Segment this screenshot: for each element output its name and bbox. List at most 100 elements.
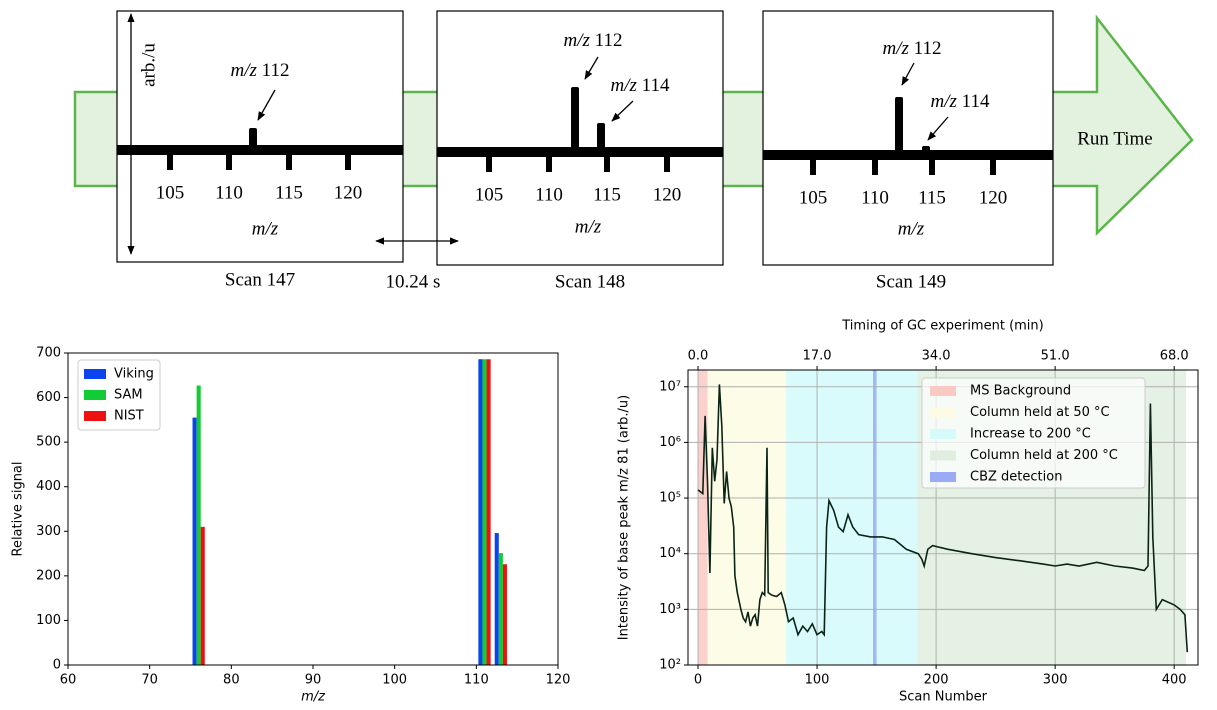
tick-dip (664, 152, 670, 172)
mass: 114 (642, 75, 670, 96)
scan-box (116, 10, 404, 263)
x-label: Scan Number (899, 690, 988, 705)
x-tick-label: 60 (60, 673, 77, 688)
peak (571, 87, 579, 152)
x-tick-label: 400 (1162, 673, 1187, 688)
tick-dip (810, 155, 816, 175)
tick-label: 115 (918, 187, 946, 208)
y-tick-label: 0 (53, 658, 61, 673)
legend-label: MS Background (970, 384, 1071, 399)
bar (498, 553, 503, 665)
ion: m/z (231, 60, 258, 81)
y-label: Relative signal (11, 461, 26, 556)
x-label: m/z (575, 216, 602, 237)
peak-arrow (257, 89, 276, 121)
scan-box (436, 10, 724, 266)
peak (249, 128, 257, 150)
peak-label: m/z 112 (883, 38, 942, 59)
tick-label: 120 (653, 184, 682, 205)
x-tick-label: 70 (141, 673, 158, 688)
mass: 114 (962, 91, 990, 112)
x-tick-label: 90 (305, 673, 322, 688)
tick-label: 110 (861, 187, 889, 208)
bar (196, 385, 201, 665)
tick-dip (286, 150, 292, 170)
y-tick-label: 600 (36, 390, 61, 405)
legend-swatch (84, 411, 106, 421)
tick-label: 105 (799, 187, 828, 208)
tick-dip (929, 155, 935, 175)
bar (502, 564, 507, 665)
y-tick-label: 10⁷ (659, 379, 681, 394)
ion: m/z (883, 38, 910, 59)
scan-title: Scan 147 (225, 269, 295, 290)
legend-swatch (84, 369, 106, 379)
scan-title: Scan 148 (555, 271, 625, 292)
tick-label: 105 (475, 184, 504, 205)
x-tick-label: 100 (805, 673, 830, 688)
legend-label: Viking (114, 367, 154, 382)
baseline (763, 150, 1053, 160)
legend-box (921, 377, 1146, 489)
tick-dip (226, 150, 232, 170)
peak-label: m/z 114 (611, 75, 670, 96)
tick-label: 120 (334, 182, 363, 203)
x2-tick-label: 17.0 (803, 349, 832, 364)
x-label: m/z (301, 690, 326, 705)
baseline (117, 145, 403, 155)
charts: 60 70 80 90 100 110 120 0 100 200 300 400 500 600 700 m… (11, 319, 1199, 705)
ion: m/z (564, 30, 591, 51)
y-tick-label: 500 (36, 435, 61, 450)
x-tick-label: 120 (546, 673, 571, 688)
peak-arrow (584, 56, 599, 80)
legend-swatch (84, 390, 106, 400)
x-tick-label: 110 (464, 673, 489, 688)
tick-label: 115 (275, 182, 303, 203)
baseline (437, 147, 723, 157)
legend-swatch (930, 472, 956, 482)
bar (494, 533, 499, 665)
y-tick-label: 10⁵ (659, 491, 681, 506)
span (786, 370, 918, 665)
span (698, 370, 708, 665)
legend-swatch (930, 386, 956, 396)
y-tick-label: 100 (36, 613, 61, 628)
ion: m/z (611, 75, 638, 96)
peak-arrow (927, 116, 949, 141)
peak-arrow (611, 100, 634, 122)
x-tick-label: 80 (223, 673, 240, 688)
legend-label: Column held at 200 °C (970, 448, 1118, 463)
tick-dip (872, 155, 878, 175)
legend-swatch (930, 450, 956, 461)
x2-label: Timing of GC experiment (min) (841, 319, 1043, 334)
span (873, 370, 877, 665)
span (707, 370, 787, 665)
y-tick-label: 400 (36, 479, 61, 494)
mass: 112 (595, 30, 623, 51)
tick-label: 120 (979, 187, 1008, 208)
tick-dip (167, 150, 173, 170)
peak-label: m/z 112 (564, 30, 623, 51)
x-tick-label: 0 (694, 673, 702, 688)
y-tick-label: 10⁶ (659, 435, 681, 450)
tick-dip (345, 150, 351, 170)
x-label: m/z (252, 218, 279, 239)
mass: 112 (262, 60, 290, 81)
scan-title: Scan 149 (876, 271, 946, 292)
bar (192, 417, 197, 665)
tick-dip (990, 155, 996, 175)
x2-tick-label: 68.0 (1160, 349, 1189, 364)
bar (200, 526, 205, 665)
tick-dip (604, 152, 610, 172)
interval: 10.24 s (386, 271, 441, 292)
peak-label: m/z 112 (231, 60, 290, 81)
scan-box (762, 10, 1054, 266)
x-tick-label: 200 (924, 673, 949, 688)
legend-label: Increase to 200 °C (970, 427, 1091, 442)
x2-tick-label: 51.0 (1041, 349, 1070, 364)
y-tick-label: 10⁴ (659, 546, 681, 561)
x2-tick-label: 34.0 (922, 349, 951, 364)
data-line (697, 384, 1189, 653)
